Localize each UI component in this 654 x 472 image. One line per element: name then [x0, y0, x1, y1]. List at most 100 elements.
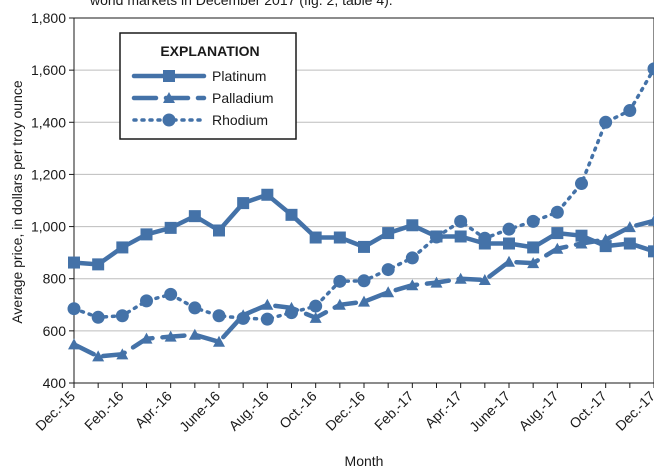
rhodium-point: [67, 302, 81, 316]
y-tick-label: 600: [43, 323, 67, 339]
platinum-point: [164, 221, 177, 234]
header-text: world markets in December 2017 (fig. 2, …: [89, 0, 393, 8]
rhodium-point: [430, 230, 443, 244]
legend-items: Platinum Palladium Rhodium: [131, 68, 273, 128]
palladium-point: [92, 350, 105, 362]
palladium-point: [648, 214, 654, 226]
platinum-point: [648, 245, 654, 258]
legend-marker-rhodium: [162, 113, 176, 127]
x-axis-ticks: Dec.-15 Feb.-16 Apr.-16 June-16 Aug.-16 Oct.-…: [32, 383, 654, 435]
platinum-point: [527, 241, 540, 254]
x-tick-label: Dec.-17: [612, 388, 654, 434]
rhodium-point: [91, 310, 105, 324]
legend-marker-platinum: [163, 70, 175, 82]
palladium-point: [213, 335, 225, 347]
series-layer: [67, 62, 654, 362]
legend-title: EXPLANATION: [160, 43, 259, 59]
platinum-point: [309, 231, 322, 244]
y-tick-label: 400: [43, 375, 67, 391]
palladium-point: [551, 242, 564, 254]
series-line-platinum: [71, 192, 654, 267]
platinum-point: [92, 258, 105, 271]
palladium-point: [261, 298, 274, 310]
palladium-point: [68, 338, 80, 350]
platinum-point: [261, 188, 274, 201]
palladium-point: [599, 233, 612, 245]
rhodium-point: [260, 312, 274, 326]
rhodium-point: [478, 231, 492, 245]
rhodium-point: [599, 115, 613, 129]
x-tick-label: June-17: [466, 388, 513, 435]
legend-item-platinum: Platinum: [131, 68, 266, 84]
x-tick-label: Oct.-16: [276, 388, 320, 432]
legend-label-rhodium: Rhodium: [212, 112, 268, 128]
x-axis-title: Month: [345, 453, 384, 469]
rhodium-point: [188, 301, 202, 315]
rhodium-point: [333, 274, 347, 288]
x-tick-label: June-16: [176, 388, 223, 435]
platinum-point: [551, 227, 564, 240]
rhodium-point: [502, 222, 516, 236]
y-tick-label: 1,000: [31, 219, 66, 235]
x-tick-label: Dec.-16: [322, 388, 368, 434]
legend-item-rhodium: Rhodium: [132, 112, 268, 128]
palladium-point: [116, 348, 129, 360]
palladium-point: [454, 272, 467, 284]
platinum-point: [213, 224, 225, 237]
series-palladium: [68, 214, 654, 362]
x-tick-label: Apr.-17: [422, 388, 465, 431]
x-tick-label: Oct.-17: [566, 388, 610, 432]
platinum-point: [237, 197, 250, 210]
y-tick-label: 1,800: [31, 10, 66, 26]
platinum-point: [188, 210, 201, 223]
legend-label-platinum: Platinum: [212, 68, 266, 84]
palladium-point: [527, 257, 540, 269]
series-rhodium: [67, 62, 654, 326]
rhodium-point: [623, 104, 637, 118]
palladium-point: [358, 295, 370, 307]
palladium-point: [188, 328, 201, 340]
palladium-point: [140, 332, 153, 344]
x-tick-label: Dec.-15: [32, 388, 78, 434]
rhodium-point: [550, 205, 564, 219]
rhodium-point: [454, 214, 468, 228]
y-tick-label: 800: [43, 271, 67, 287]
palladium-point: [575, 237, 588, 249]
palladium-point: [406, 279, 419, 291]
palladium-point: [382, 286, 395, 298]
legend-label-palladium: Palladium: [212, 90, 273, 106]
legend-marker-palladium: [163, 92, 175, 103]
palladium-point: [503, 255, 515, 267]
x-tick-label: Aug.-16: [225, 388, 271, 434]
y-axis-title: Average price, in dollars per troy ounce: [9, 80, 25, 324]
rhodium-point: [115, 309, 129, 323]
platinum-point: [503, 237, 515, 250]
y-tick-label: 1,200: [31, 166, 66, 182]
rhodium-point: [164, 287, 178, 301]
rhodium-point: [575, 177, 588, 191]
platinum-point: [116, 241, 129, 254]
legend-item-palladium: Palladium: [131, 90, 273, 106]
y-tick-label: 1,600: [31, 62, 66, 78]
platinum-point: [623, 237, 636, 250]
platinum-point: [140, 228, 153, 241]
platinum-point: [382, 227, 395, 240]
platinum-point: [333, 231, 346, 244]
palladium-point: [430, 276, 443, 288]
rhodium-point: [309, 299, 323, 313]
x-tick-label: Feb.-17: [371, 388, 417, 434]
y-tick-label: 1,400: [31, 114, 66, 130]
y-axis-ticks: 400 600 800 1,000 1,200 1,400 1,600 1,800: [31, 10, 74, 391]
x-tick-label: Apr.-16: [132, 388, 175, 431]
rhodium-point: [140, 294, 153, 308]
rhodium-point: [526, 214, 540, 228]
rhodium-point: [405, 251, 419, 265]
series-platinum: [68, 188, 654, 271]
rhodium-point: [236, 311, 250, 325]
x-tick-label: Aug.-17: [515, 388, 561, 434]
platinum-point: [454, 230, 467, 243]
platinum-point: [575, 229, 588, 242]
platinum-point: [358, 240, 370, 253]
platinum-point: [406, 219, 419, 232]
